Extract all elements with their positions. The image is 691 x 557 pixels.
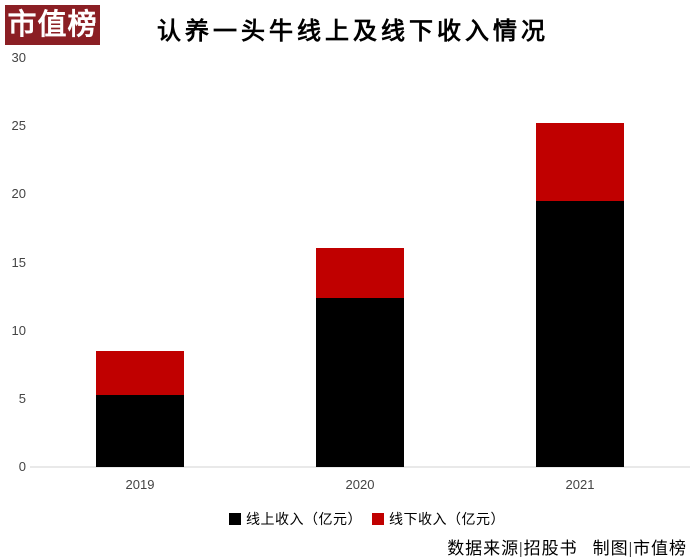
legend-label: 线下收入（亿元） <box>389 513 505 528</box>
y-axis-tick-label: 30 <box>11 50 26 65</box>
legend-item-online: 线上收入（亿元） <box>229 509 362 529</box>
x-axis-label-2020: 2020 <box>345 477 375 492</box>
y-axis-tick-label: 15 <box>11 254 26 270</box>
bar-segment-offline-2020 <box>316 247 404 298</box>
x-axis-baseline <box>30 466 690 468</box>
chart-legend: 线上收入（亿元） 线下收入（亿元） <box>229 509 515 529</box>
bar-segment-online-2021 <box>536 201 624 467</box>
bar-segment-offline-2021 <box>536 123 624 202</box>
y-axis-tick-label: 5 <box>18 390 26 406</box>
x-axis-label-2019: 2019 <box>125 477 155 492</box>
site-logo-text: 市值榜 <box>7 8 98 41</box>
legend-swatch-icon <box>229 513 241 525</box>
footer: 数据来源|招股书 制图|市值榜 <box>447 534 687 557</box>
legend-label: 线上收入（亿元） <box>246 513 362 528</box>
y-axis-tick-label: 20 <box>11 186 26 202</box>
y-axis-tick-label: 0 <box>18 459 26 474</box>
bar-segment-offline-2019 <box>96 351 184 395</box>
x-axis-label-2021: 2021 <box>565 477 595 492</box>
legend-swatch-icon <box>372 513 384 525</box>
y-axis-tick-label: 10 <box>11 322 26 338</box>
y-axis-tick-label: 25 <box>11 118 26 134</box>
legend-item-offline: 线下收入（亿元） <box>372 509 505 529</box>
chart-title: 认养一头牛线上及线下收入情况 <box>157 19 549 45</box>
footer-source: 数据来源|招股书 <box>447 539 578 557</box>
bar-segment-online-2019 <box>96 394 184 467</box>
site-logo: 市值榜 <box>5 5 100 45</box>
footer-credit: 制图|市值榜 <box>592 539 687 557</box>
bar-segment-online-2020 <box>316 297 404 467</box>
